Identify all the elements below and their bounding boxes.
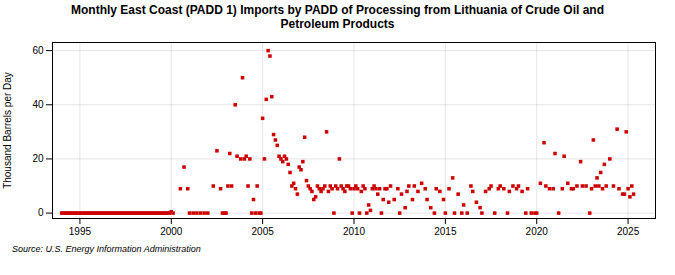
- svg-text:0: 0: [38, 207, 44, 218]
- svg-text:Thousand Barrels per Day: Thousand Barrels per Day: [2, 72, 13, 189]
- svg-text:2020: 2020: [526, 225, 549, 236]
- html-text:Monthly East Coast (PADD 1) Im: Monthly East Coast (PADD 1) Imports by P…: [71, 3, 604, 32]
- svg-text:2005: 2005: [252, 225, 275, 236]
- svg-text:2000: 2000: [160, 225, 183, 236]
- svg-text:1995: 1995: [69, 225, 92, 236]
- svg-text:2015: 2015: [434, 225, 457, 236]
- svg-text:20: 20: [32, 153, 44, 164]
- svg-text:40: 40: [32, 99, 44, 110]
- svg-text:60: 60: [32, 45, 44, 56]
- svg-text:2025: 2025: [617, 225, 640, 236]
- html-text:Source: U.S. Energy Informatio: Source: U.S. Energy Information Administ…: [12, 243, 201, 254]
- svg-text:2010: 2010: [343, 225, 366, 236]
